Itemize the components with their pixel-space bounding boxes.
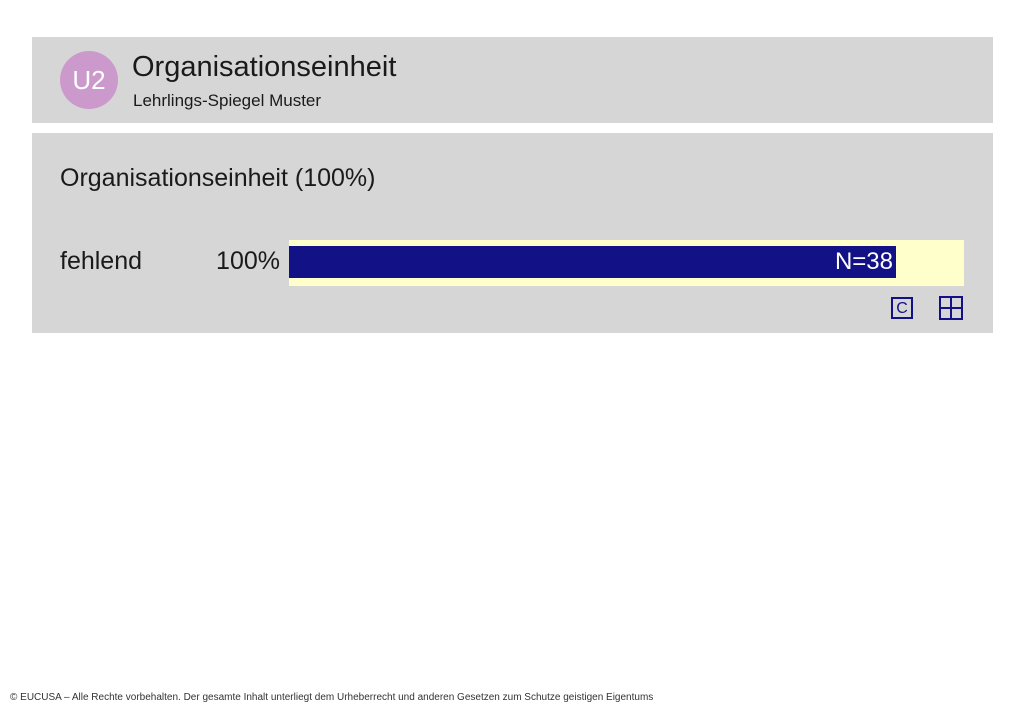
table-grid-icon[interactable] — [939, 296, 963, 320]
chart-title: Organisationseinheit (100%) — [60, 164, 376, 192]
bar-fehlend: N=38 — [289, 246, 896, 278]
page-title: Organisationseinheit — [132, 51, 397, 83]
category-label-fehlend: fehlend — [60, 247, 143, 275]
footer-copyright: © EUCUSA – Alle Rechte vorbehalten. Der … — [10, 692, 654, 703]
header-panel: U2 Organisationseinheit Lehrlings-Spiege… — [32, 37, 993, 123]
chart-panel: Organisationseinheit (100%) fehlend 100%… — [32, 133, 993, 333]
section-badge: U2 — [60, 51, 118, 109]
page-subtitle: Lehrlings-Spiegel Muster — [133, 91, 322, 110]
bar-track: N=38 — [289, 240, 964, 286]
copyright-c-icon[interactable]: C — [891, 297, 913, 319]
value-label-fehlend: 100% — [216, 247, 280, 275]
bar-n-label: N=38 — [834, 248, 893, 275]
